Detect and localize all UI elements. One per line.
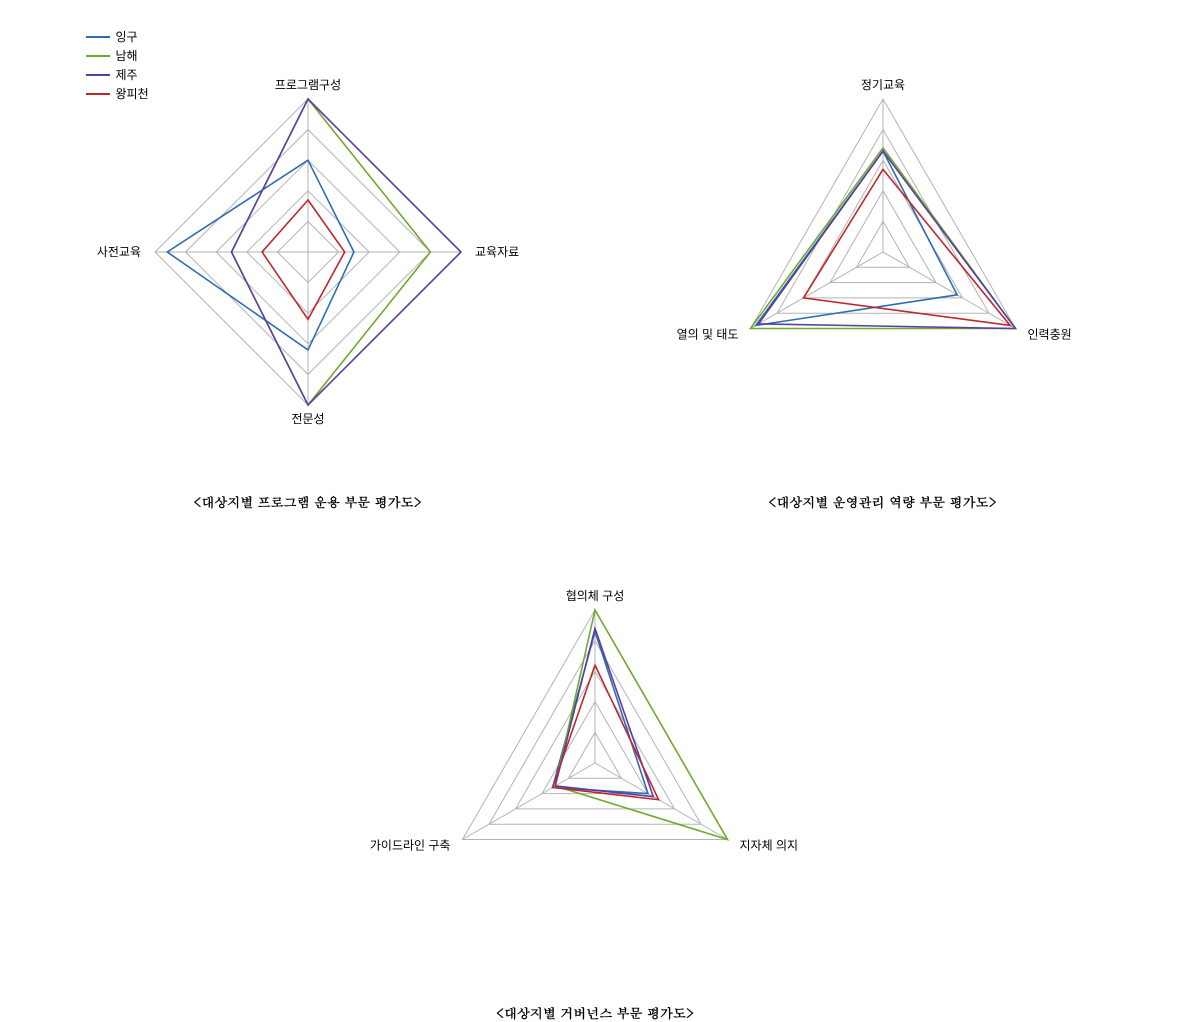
chart3-svg: 협의체 구성지자체 의지 가이드라인 구축 <box>363 531 827 995</box>
axis-label: 프로그램구성 <box>274 78 340 92</box>
chart3-wrap: 협의체 구성지자체 의지 가이드라인 구축 <대상지별 거버넌스 부문 평가도> <box>363 531 827 1022</box>
legend-label: 제주 <box>116 66 138 83</box>
axis-label: 협의체 구성 <box>566 589 625 603</box>
legend-item-namhae: 남해 <box>86 47 149 64</box>
top-row: 잉구남해제주왕피천 프로그램구성교육자료전문성 사전교육 <대상지별 프로그램 운… <box>20 20 1170 511</box>
legend-item-jeju: 제주 <box>86 66 149 83</box>
chart1-wrap: 잉구남해제주왕피천 프로그램구성교육자료전문성 사전교육 <대상지별 프로그램 운… <box>76 20 540 511</box>
chart1-caption: <대상지별 프로그램 운용 부문 평가도> <box>193 492 422 511</box>
legend-swatch <box>86 36 110 38</box>
axis-label: 열의 및 태도 <box>676 328 738 342</box>
axis-label: 전문성 <box>291 412 324 426</box>
legend-item-wangpi: 왕피천 <box>86 85 149 102</box>
axis-label: 교육자료 <box>475 245 519 259</box>
legend: 잉구남해제주왕피천 <box>86 28 149 104</box>
chart3-caption: <대상지별 거버넌스 부문 평가도> <box>496 1003 694 1022</box>
series-inggu <box>755 151 956 325</box>
legend-label: 잉구 <box>116 28 138 45</box>
chart2-wrap: 정기교육인력충원 열의 및 태도 <대상지별 운영관리 역량 부문 평가도> <box>651 20 1115 511</box>
bottom-row: 협의체 구성지자체 의지 가이드라인 구축 <대상지별 거버넌스 부문 평가도> <box>20 531 1170 1022</box>
series-wangpi <box>262 200 345 319</box>
series-namhae <box>555 610 727 840</box>
legend-swatch <box>86 93 110 95</box>
chart2-caption: <대상지별 운영관리 역량 부문 평가도> <box>768 492 997 511</box>
axis-label: 가이드라인 구축 <box>370 839 451 853</box>
series-inggu <box>167 160 354 350</box>
axis-label: 인력충원 <box>1027 328 1071 342</box>
legend-swatch <box>86 74 110 76</box>
legend-label: 남해 <box>116 47 138 64</box>
chart2-svg: 정기교육인력충원 열의 및 태도 <box>651 20 1115 484</box>
legend-item-inggu: 잉구 <box>86 28 149 45</box>
legend-label: 왕피천 <box>116 85 149 102</box>
axis-label: 사전교육 <box>96 245 140 259</box>
legend-swatch <box>86 55 110 57</box>
axis-label: 정기교육 <box>860 78 904 92</box>
axis-label: 지자체 의지 <box>740 839 799 853</box>
